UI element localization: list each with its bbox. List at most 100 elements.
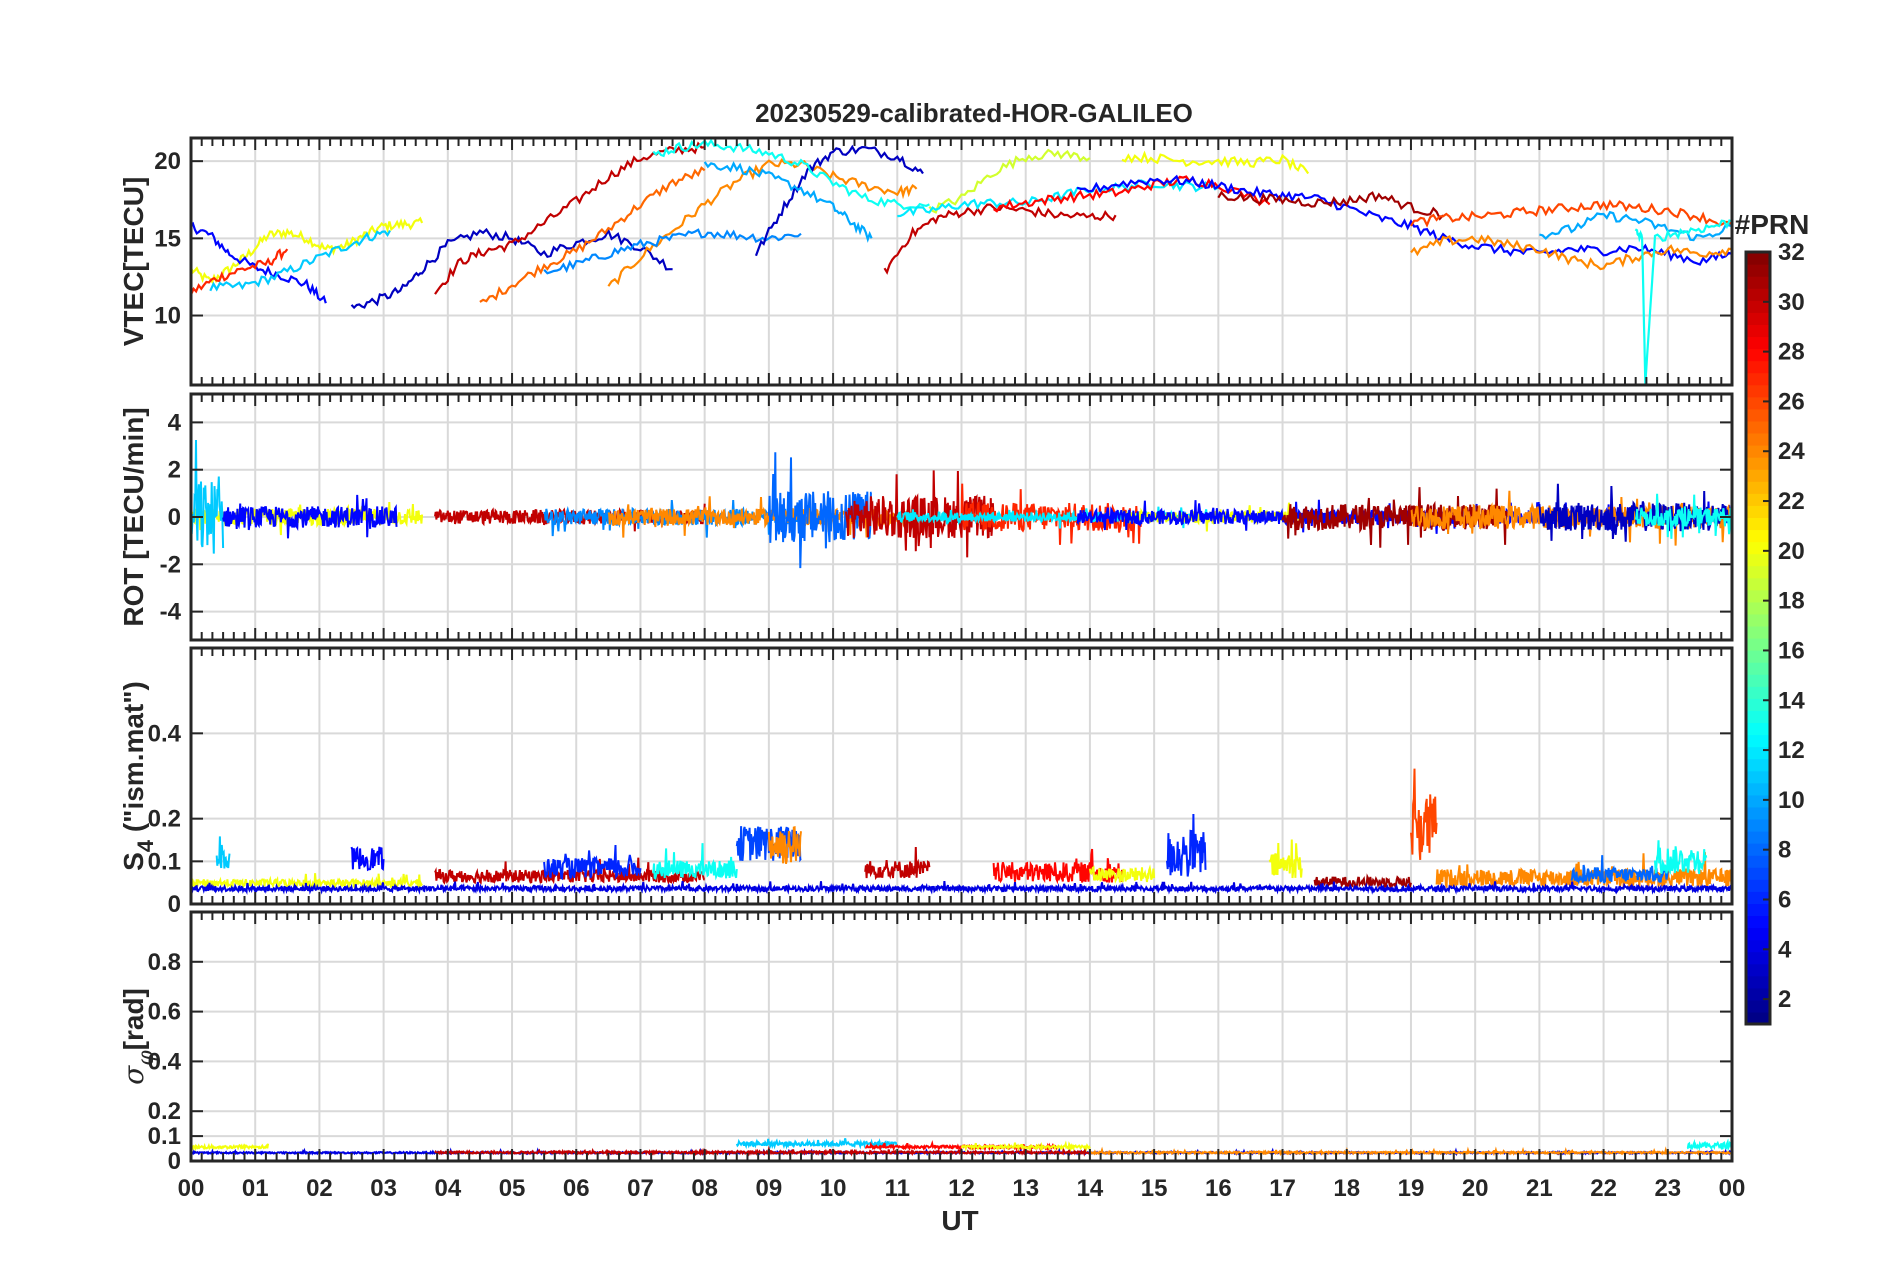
- colorbar-segment: [1746, 831, 1770, 844]
- colorbar-segment: [1746, 276, 1770, 289]
- colorbar-segment: [1746, 855, 1770, 868]
- y-tick-label: 0.6: [148, 999, 181, 1026]
- colorbar-segment: [1746, 746, 1770, 760]
- colorbar-title: #PRN: [1735, 209, 1810, 240]
- colorbar-segment: [1746, 638, 1770, 651]
- colorbar-segment: [1746, 252, 1770, 265]
- colorbar-segment: [1746, 987, 1770, 1001]
- colorbar-segment: [1746, 782, 1770, 796]
- vtec-series-prn-20: [1121, 150, 1310, 175]
- colorbar-segment: [1746, 758, 1770, 772]
- vtec-series-prn-13: [1634, 219, 1732, 384]
- colorbar-tick-label: 28: [1778, 339, 1805, 366]
- colorbar-segment: [1746, 493, 1770, 506]
- colorbar-segment: [1746, 457, 1770, 470]
- colorbar-segment: [1746, 469, 1770, 482]
- s4-series-prn-8: [1570, 855, 1669, 885]
- colorbar-tick-label: 32: [1778, 239, 1805, 266]
- colorbar-segment: [1746, 625, 1770, 639]
- x-tick-label: 21: [1526, 1175, 1553, 1202]
- colorbar-segment: [1746, 372, 1770, 386]
- vtec-series-prn-3: [350, 227, 673, 310]
- x-tick-label: 15: [1141, 1175, 1168, 1202]
- colorbar-segment: [1746, 481, 1770, 494]
- x-tick-label: 12: [948, 1175, 975, 1202]
- sigphi-series-prn-20: [191, 1142, 270, 1153]
- colorbar-segment: [1746, 674, 1770, 687]
- x-tick-label: 00: [1719, 1175, 1746, 1202]
- colorbar-tick-label: 22: [1778, 488, 1805, 515]
- colorbar-segment: [1746, 662, 1770, 675]
- colorbar-segment: [1746, 879, 1770, 892]
- colorbar-segment: [1746, 529, 1770, 543]
- colorbar-segment: [1746, 915, 1770, 929]
- colorbar-segment: [1746, 698, 1770, 711]
- colorbar-segment: [1746, 396, 1770, 410]
- s4-series-prn-31: [1313, 873, 1412, 890]
- colorbar-segment: [1746, 891, 1770, 904]
- colorbar-tick-label: 24: [1778, 438, 1805, 465]
- colorbar-segment: [1746, 312, 1770, 325]
- vtec-series-prn-27: [191, 248, 289, 296]
- x-tick-label: 04: [434, 1175, 461, 1202]
- colorbar-segment: [1746, 613, 1770, 627]
- s4-series-prn-11: [215, 836, 231, 869]
- x-tick-label: 14: [1077, 1175, 1104, 1202]
- vtec-series-prn-19: [928, 148, 1091, 214]
- s4-series-prn-4: [191, 880, 1732, 896]
- colorbar-segment: [1746, 577, 1770, 591]
- y-tick-label: -2: [160, 551, 181, 578]
- colorbar-segment: [1746, 650, 1770, 663]
- vtec-series-prn-5: [191, 221, 327, 304]
- y-axis-label-vtec: VTEC[TECU]: [118, 177, 149, 347]
- colorbar-segment: [1746, 770, 1770, 784]
- colorbar-tick-label: 10: [1778, 787, 1805, 814]
- y-axis-label-rot: ROT [TECU/min]: [118, 407, 149, 626]
- colorbar-segment: [1746, 541, 1770, 555]
- y-tick-label: 0: [168, 1148, 181, 1175]
- y-tick-label: 0: [168, 504, 181, 531]
- s4-series-prn-13: [652, 843, 738, 881]
- s4-series-prn-26: [1410, 768, 1438, 860]
- rot-series-prn-13: [1634, 493, 1732, 539]
- colorbar-segment: [1746, 722, 1770, 736]
- vtec-series-prn-24: [1410, 234, 1732, 271]
- colorbar-segment: [1746, 565, 1770, 579]
- s4-series-prn-13: [1654, 840, 1708, 876]
- colorbar-segment: [1746, 445, 1770, 458]
- colorbar-segment: [1746, 927, 1770, 941]
- colorbar-segment: [1746, 843, 1770, 856]
- rot-series-prn-11: [191, 439, 225, 554]
- colorbar-segment: [1746, 975, 1770, 989]
- series-group: [191, 768, 1732, 896]
- y-tick-label: 15: [154, 225, 181, 252]
- y-tick-label: 0.2: [148, 1098, 181, 1125]
- vtec-series-prn-31: [1217, 190, 1444, 221]
- colorbar-segment: [1746, 348, 1770, 362]
- s4-series-prn-5: [350, 846, 385, 872]
- colorbar-tick-label: 20: [1778, 538, 1805, 565]
- colorbar-segment: [1746, 867, 1770, 880]
- x-tick-label: 22: [1590, 1175, 1617, 1202]
- colorbar-segment: [1746, 517, 1770, 531]
- s4-series-prn-24: [1435, 852, 1732, 891]
- panel-rot: -4 -2 0 2 4 ROT [TECU/min]: [118, 392, 1734, 642]
- x-tick-label: 09: [756, 1175, 783, 1202]
- x-tick-label: 06: [563, 1175, 590, 1202]
- s4-series-prn-24: [767, 826, 802, 865]
- colorbar-segment: [1746, 589, 1770, 603]
- colorbar-segment: [1746, 999, 1770, 1013]
- x-tick-label: 07: [627, 1175, 654, 1202]
- x-tick-label: 05: [499, 1175, 526, 1202]
- s4-series-prn-20: [1088, 864, 1156, 884]
- y-tick-label: 0.1: [148, 1123, 181, 1150]
- x-tick-label: 11: [885, 1175, 910, 1202]
- colorbar-tick-label: 2: [1778, 986, 1791, 1013]
- s4-series-prn-6: [1166, 813, 1207, 877]
- y-tick-label: 20: [154, 148, 181, 175]
- x-tick-label: 23: [1654, 1175, 1681, 1202]
- x-tick-label: 02: [306, 1175, 333, 1202]
- vtec-series-prn-11: [209, 230, 391, 292]
